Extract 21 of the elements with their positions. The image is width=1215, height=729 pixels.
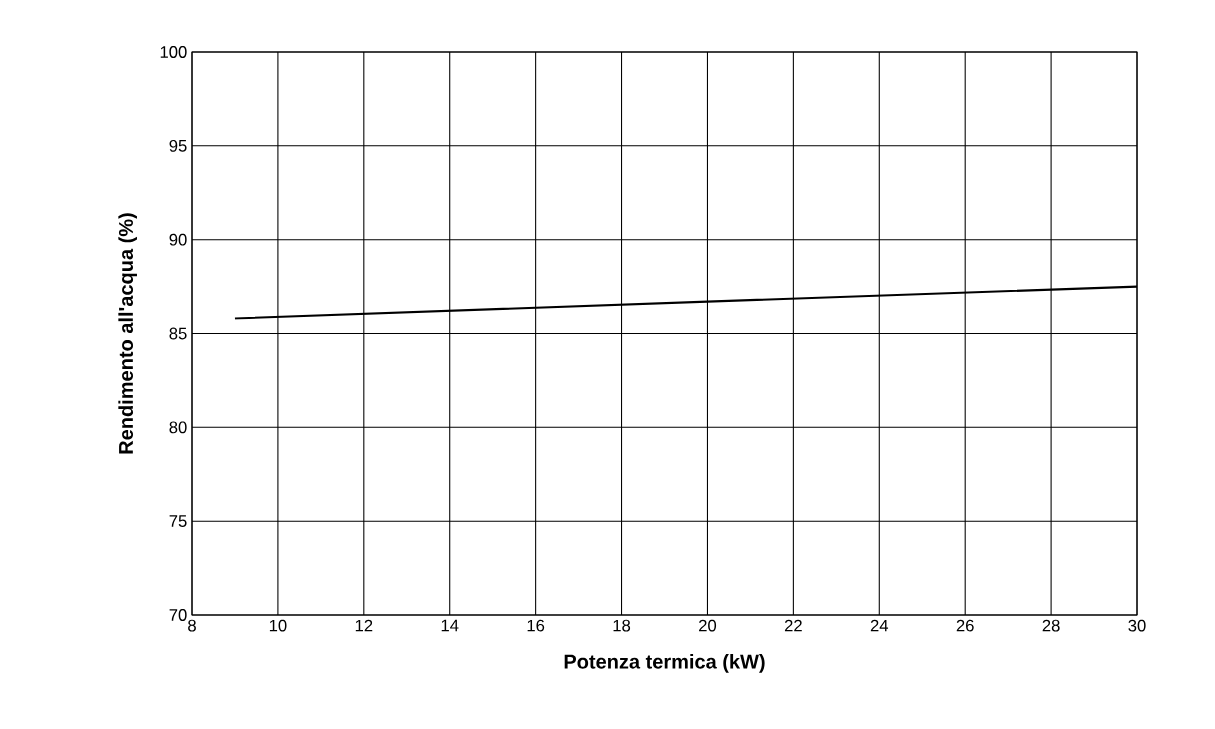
y-tick-label: 95 [169, 139, 187, 152]
x-tick-label: 12 [355, 619, 373, 632]
y-tick-label: 75 [169, 515, 187, 527]
y-tick-label: 85 [169, 327, 187, 340]
y-axis-title: Rendimento all'acqua (%) [118, 213, 137, 454]
y-tick-label: 100 [160, 46, 187, 58]
y-tick-label: 70 [169, 609, 187, 621]
x-tick-label: 8 [188, 619, 196, 632]
x-tick-label: 28 [1042, 619, 1060, 632]
x-tick-label: 18 [613, 619, 631, 632]
x-tick-label: 16 [527, 619, 545, 632]
x-tick-label: 20 [699, 619, 717, 632]
y-tick-label: 80 [169, 421, 187, 434]
x-tick-label: 26 [956, 619, 974, 632]
y-tick-label: 90 [169, 233, 187, 246]
x-tick-label: 24 [870, 619, 889, 632]
x-axis-title: Potenza termica (kW) [564, 654, 765, 673]
x-tick-label: 30 [1128, 619, 1146, 632]
x-tick-label: 10 [269, 619, 287, 632]
x-tick-label: 22 [784, 619, 802, 632]
x-tick-label: 14 [441, 619, 459, 632]
